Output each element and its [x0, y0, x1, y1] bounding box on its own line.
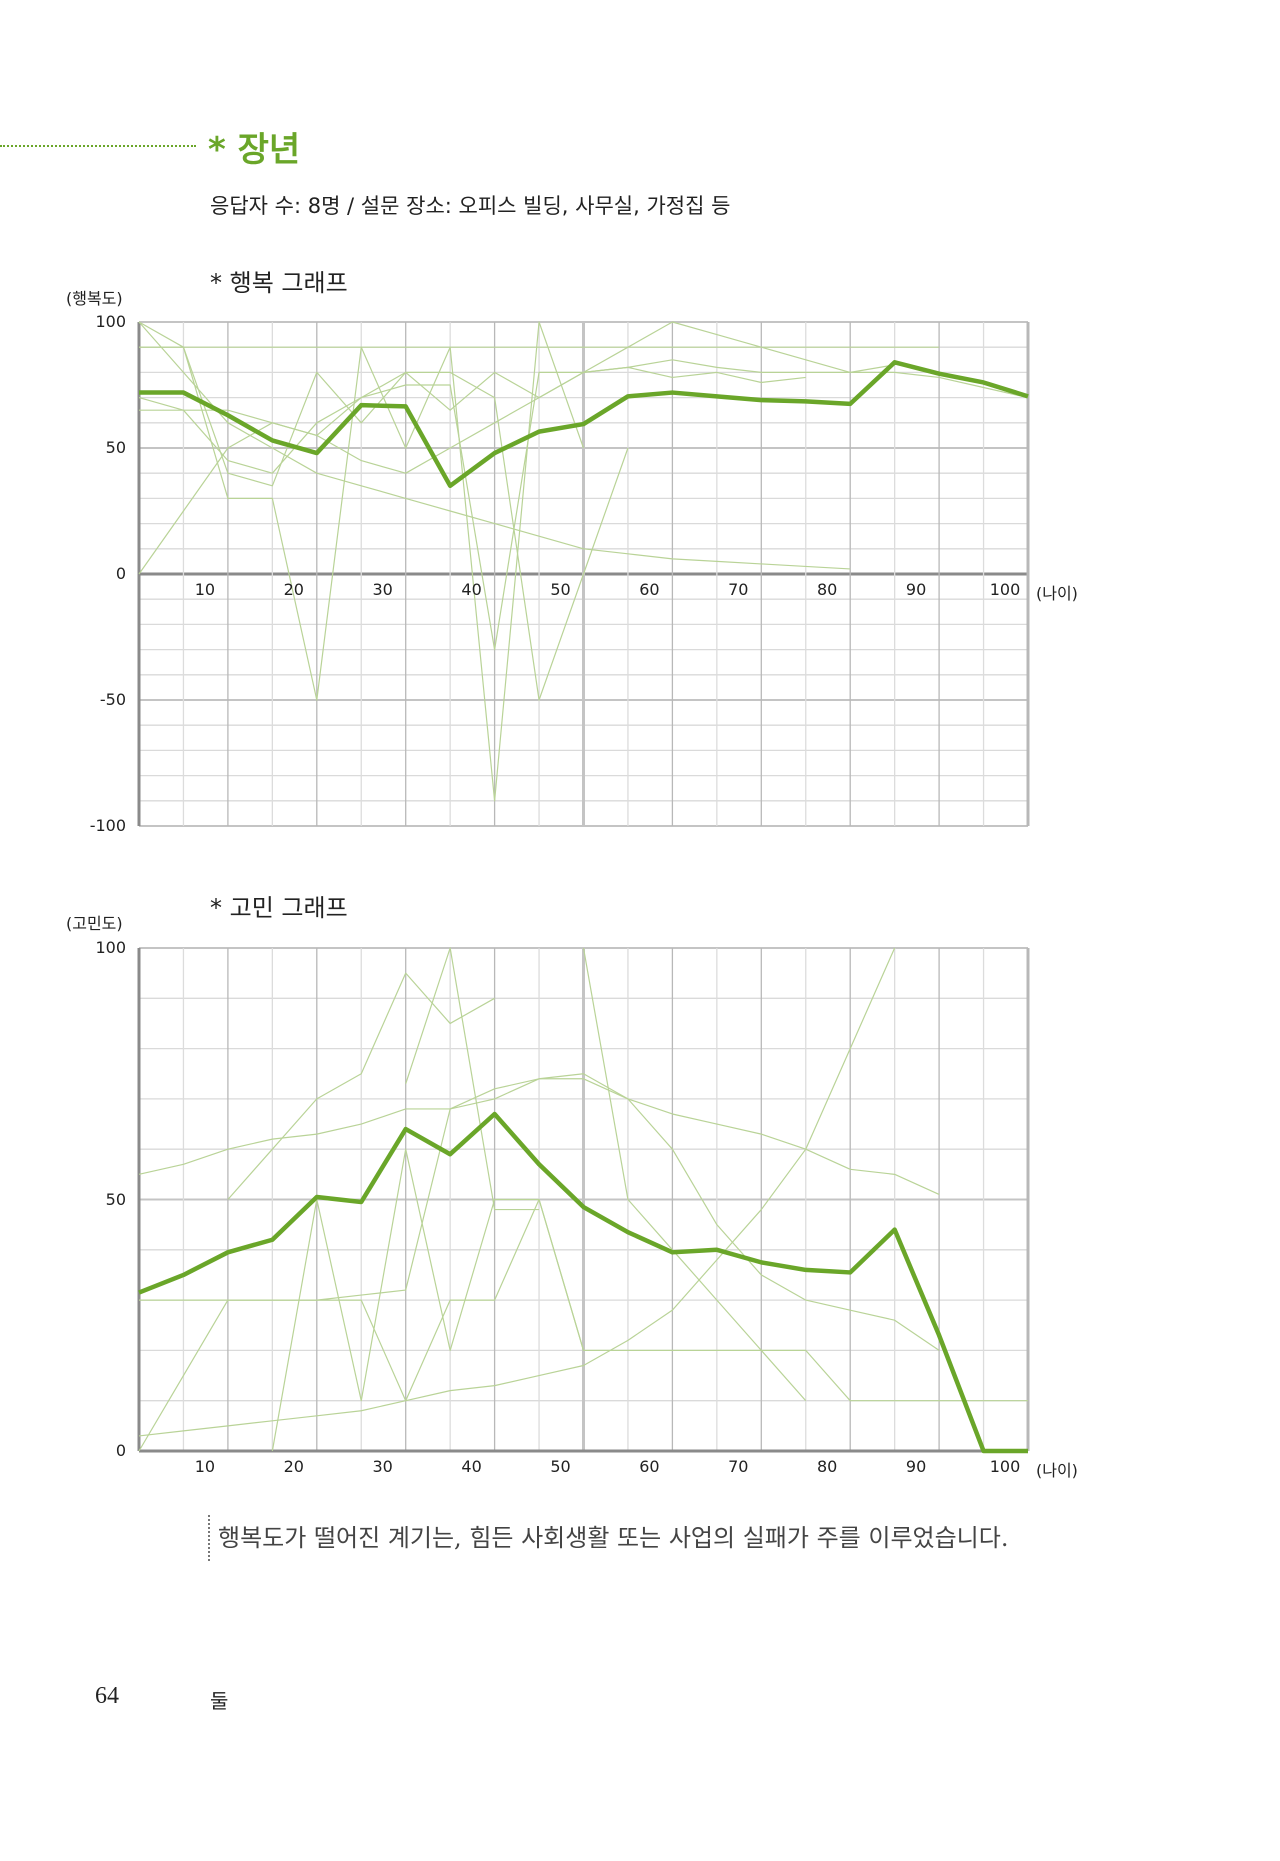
respondent-line: [138, 947, 896, 1437]
x-tick-label: 40: [461, 580, 482, 599]
y-tick-label: 100: [95, 938, 126, 957]
y-tick-label: 100: [95, 312, 126, 331]
x-tick-label: 100: [989, 1457, 1021, 1476]
x-tick-label: 20: [283, 1457, 304, 1476]
x-tick-label: 50: [550, 580, 571, 599]
worry-y-axis-label: (고민도): [66, 914, 123, 933]
x-tick-label: 80: [817, 1457, 838, 1476]
x-tick-label: 60: [639, 1457, 660, 1476]
chapter-label: 둘: [210, 1689, 229, 1713]
respondent-line: [271, 1148, 585, 1452]
x-axis-unit-label: (나이): [1036, 584, 1078, 603]
x-tick-label: 70: [728, 1457, 749, 1476]
y-tick-label: 50: [105, 438, 126, 457]
respondent-line: [138, 321, 895, 575]
respondent-line: [138, 321, 851, 570]
survey-info: 응답자 수: 8명 / 설문 장소: 오피스 빌딩, 사무실, 가정집 등: [210, 194, 731, 218]
x-tick-label: 30: [372, 580, 393, 599]
x-tick-label: 40: [461, 1457, 482, 1476]
x-axis-unit-label: (나이): [1036, 1461, 1078, 1480]
x-tick-label: 20: [283, 580, 304, 599]
x-tick-label: 90: [905, 1457, 927, 1476]
average-line: [139, 360, 1029, 489]
average-line: [138, 1111, 1028, 1454]
x-tick-label: 100: [989, 580, 1021, 599]
respondent-line: [227, 972, 495, 1200]
x-tick-label: 70: [728, 580, 749, 599]
happiness-chart-title: * 행복 그래프: [210, 269, 348, 297]
happiness-y-axis-label: (행복도): [66, 289, 123, 308]
x-tick-label: 90: [905, 580, 927, 599]
y-tick-label: 0: [115, 564, 126, 583]
section-title: * 장년: [208, 130, 301, 170]
chart-note: 행복도가 떨어진 계기는, 힘든 사회생활 또는 사업의 실패가 주를 이루었습…: [208, 1515, 1038, 1561]
worry-chart-title: * 고민 그래프: [210, 894, 348, 922]
y-tick-label: 0: [115, 1441, 126, 1460]
section-dotted-rule: [0, 145, 196, 147]
respondent-line: [138, 366, 806, 651]
x-tick-label: 50: [550, 1457, 571, 1476]
x-tick-label: 80: [817, 580, 838, 599]
y-tick-label: -100: [89, 816, 126, 835]
page-number: 64: [95, 1683, 119, 1709]
x-tick-label: 30: [372, 1457, 393, 1476]
respondent-line: [405, 947, 540, 1211]
y-tick-label: -50: [99, 690, 126, 709]
respondent-line: [138, 321, 585, 802]
y-tick-label: 50: [105, 1189, 126, 1209]
x-tick-label: 10: [194, 1457, 216, 1476]
x-tick-label: 60: [639, 580, 660, 599]
x-tick-label: 10: [194, 580, 216, 599]
respondent-line: [582, 947, 807, 1402]
